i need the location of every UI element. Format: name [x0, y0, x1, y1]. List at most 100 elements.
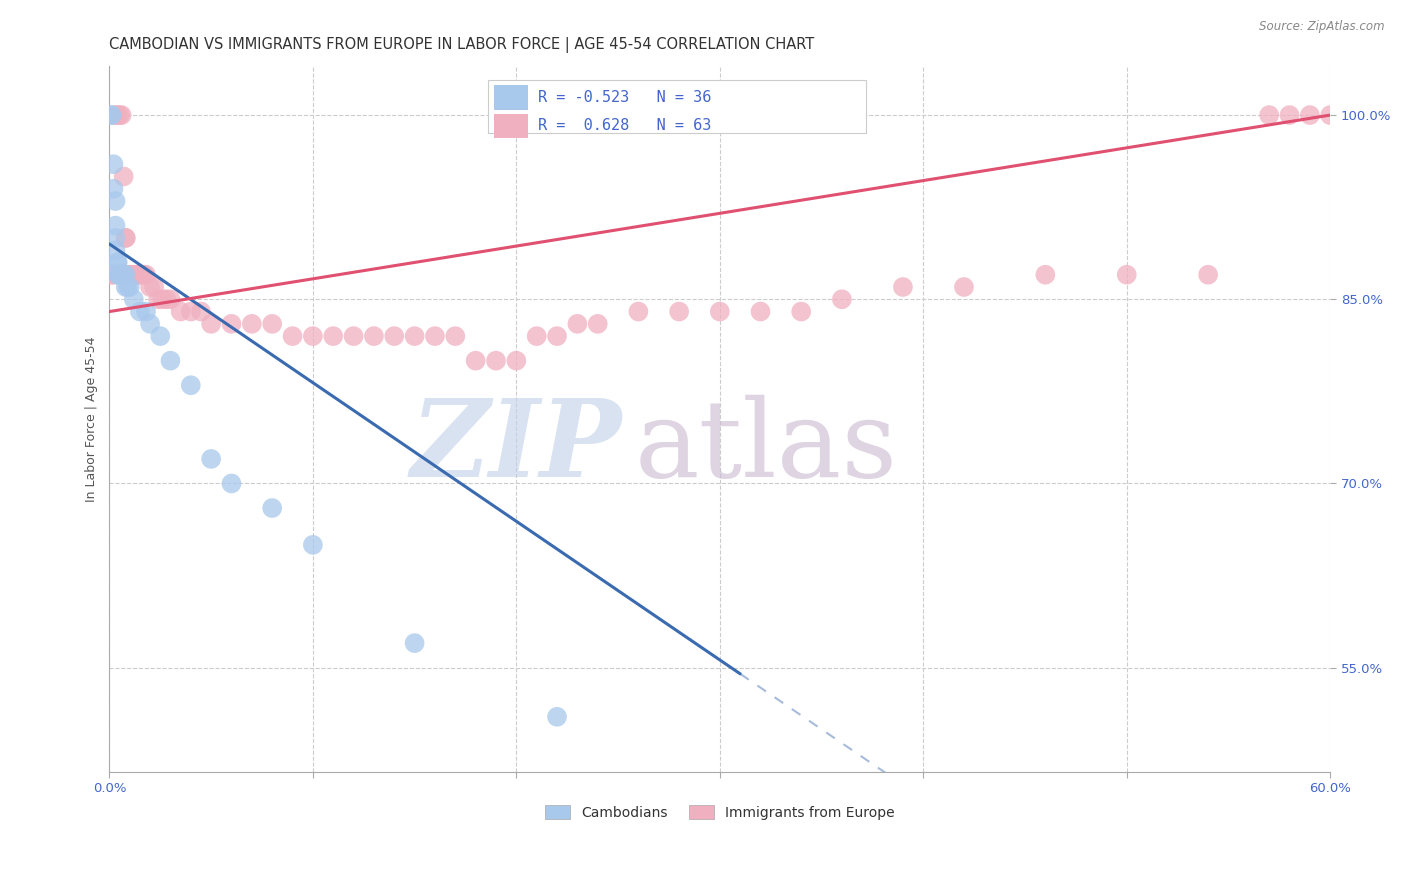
- Point: [104, 194, 127, 208]
- Point: [129, 304, 152, 318]
- Point: [1033, 268, 1056, 282]
- Point: [953, 280, 976, 294]
- Y-axis label: In Labor Force | Age 45-54: In Labor Force | Age 45-54: [86, 336, 98, 502]
- Point: [505, 353, 527, 368]
- Point: [117, 268, 139, 282]
- Point: [108, 268, 131, 282]
- Point: [790, 304, 813, 318]
- Point: [200, 317, 222, 331]
- Point: [129, 268, 152, 282]
- Point: [200, 451, 222, 466]
- Point: [302, 538, 325, 552]
- Point: [262, 501, 284, 516]
- Point: [150, 293, 173, 307]
- Point: [135, 268, 157, 282]
- Point: [404, 636, 426, 650]
- Point: [108, 268, 131, 282]
- Point: [302, 329, 325, 343]
- Point: [464, 353, 486, 368]
- Point: [114, 231, 136, 245]
- Point: [112, 268, 135, 282]
- Point: [122, 268, 145, 282]
- Point: [155, 293, 177, 307]
- Point: [221, 476, 243, 491]
- Point: [627, 304, 650, 318]
- Point: [114, 231, 136, 245]
- Point: [221, 317, 243, 331]
- Point: [1278, 108, 1301, 122]
- Point: [114, 268, 136, 282]
- Point: [891, 280, 914, 294]
- Point: [104, 219, 127, 233]
- Text: CAMBODIAN VS IMMIGRANTS FROM EUROPE IN LABOR FORCE | AGE 45-54 CORRELATION CHART: CAMBODIAN VS IMMIGRANTS FROM EUROPE IN L…: [110, 37, 814, 54]
- Point: [107, 255, 129, 269]
- Point: [485, 353, 508, 368]
- Point: [104, 243, 127, 257]
- Point: [100, 108, 122, 122]
- Point: [112, 268, 135, 282]
- FancyBboxPatch shape: [488, 80, 866, 133]
- Point: [1299, 108, 1322, 122]
- Point: [668, 304, 690, 318]
- Point: [103, 182, 125, 196]
- Point: [111, 108, 134, 122]
- Point: [404, 329, 426, 343]
- Point: [281, 329, 304, 343]
- Point: [121, 268, 143, 282]
- Text: R = -0.523   N = 36: R = -0.523 N = 36: [538, 90, 711, 105]
- Text: R =  0.628   N = 63: R = 0.628 N = 63: [538, 119, 711, 134]
- Text: ZIP: ZIP: [411, 394, 621, 500]
- Point: [423, 329, 446, 343]
- Text: Source: ZipAtlas.com: Source: ZipAtlas.com: [1260, 20, 1385, 33]
- Point: [100, 108, 122, 122]
- Point: [749, 304, 772, 318]
- Point: [104, 231, 127, 245]
- Point: [342, 329, 364, 343]
- Point: [122, 293, 145, 307]
- Point: [111, 268, 134, 282]
- Point: [1115, 268, 1137, 282]
- Point: [135, 304, 157, 318]
- Point: [139, 317, 162, 331]
- Point: [363, 329, 385, 343]
- Point: [143, 280, 166, 294]
- Point: [108, 108, 131, 122]
- FancyBboxPatch shape: [494, 86, 529, 110]
- Point: [118, 280, 141, 294]
- Point: [108, 268, 131, 282]
- Point: [149, 329, 172, 343]
- Point: [1197, 268, 1219, 282]
- Point: [103, 268, 125, 282]
- Point: [125, 268, 148, 282]
- Point: [148, 293, 170, 307]
- Point: [159, 293, 181, 307]
- Legend: Cambodians, Immigrants from Europe: Cambodians, Immigrants from Europe: [540, 799, 900, 825]
- Point: [831, 293, 853, 307]
- Point: [567, 317, 589, 331]
- FancyBboxPatch shape: [494, 113, 529, 138]
- Point: [104, 108, 127, 122]
- Point: [107, 255, 129, 269]
- Point: [444, 329, 467, 343]
- Point: [180, 304, 202, 318]
- Point: [114, 280, 136, 294]
- Point: [131, 268, 153, 282]
- Point: [127, 268, 149, 282]
- Point: [100, 268, 122, 282]
- Point: [159, 353, 181, 368]
- Point: [709, 304, 731, 318]
- Point: [117, 280, 139, 294]
- Point: [322, 329, 344, 343]
- Point: [169, 304, 191, 318]
- Point: [1319, 108, 1341, 122]
- Point: [546, 329, 568, 343]
- Point: [180, 378, 202, 392]
- Point: [107, 108, 129, 122]
- Point: [546, 710, 568, 724]
- Point: [586, 317, 609, 331]
- Point: [240, 317, 263, 331]
- Point: [382, 329, 405, 343]
- Point: [262, 317, 284, 331]
- Text: atlas: atlas: [634, 394, 897, 500]
- Point: [118, 268, 141, 282]
